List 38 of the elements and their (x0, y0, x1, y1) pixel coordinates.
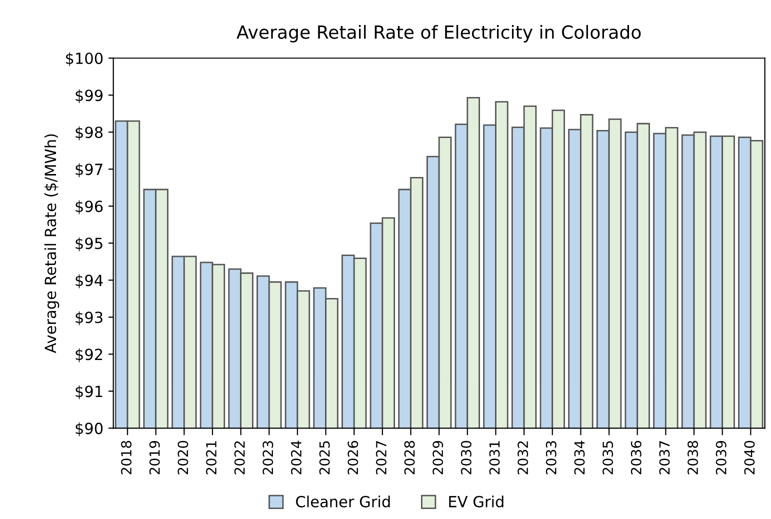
x-tick-label: 2030 (460, 440, 472, 474)
x-tick-label: 2038 (688, 440, 698, 474)
x-tick-label: 2039 (716, 440, 726, 474)
x-tick-label: 2023 (262, 441, 274, 474)
x-tick-label: 2025 (319, 441, 330, 474)
x-tick-label: 2036 (630, 440, 642, 474)
y-tick-label: $99 (76, 89, 103, 104)
y-tick-label: $90 (76, 422, 103, 436)
x-tick-label: 2024 (290, 440, 302, 474)
x-tick-label: 2018 (121, 440, 132, 474)
x-tick-label: 2040 (744, 440, 755, 474)
legend-label: EV Grid (449, 496, 504, 508)
x-tick-label: 2022 (234, 441, 245, 474)
y-tick-label: $91 (76, 385, 102, 400)
x-tick-label: 2020 (178, 440, 188, 474)
x-tick-label: 2035 (602, 441, 614, 474)
x-tick-label: 2037 (659, 441, 670, 474)
y-tick-label: $95 (76, 237, 102, 252)
x-tick-label: 2021 (206, 441, 217, 474)
y-tick-label: $96 (76, 200, 103, 214)
y-tick-label: $100 (66, 52, 103, 66)
x-tick-label: 2027 (376, 441, 386, 474)
y-tick-label: $98 (76, 126, 103, 140)
x-tick-label: 2028 (404, 440, 415, 474)
x-tick-label: 2032 (518, 441, 528, 474)
y-tick-label: $92 (76, 348, 102, 362)
y-tick-label: $94 (76, 274, 103, 288)
x-tick-label: 2019 (149, 440, 160, 474)
y-axis-title: Average Retail Rate ($/MWh) (44, 134, 60, 354)
x-tick-label: 2033 (546, 441, 556, 474)
chart-title: Average Retail Rate of Electricity in Colorado (236, 24, 641, 42)
x-tick-label: 2034 (574, 440, 585, 474)
x-tick-label: 2031 (489, 441, 500, 474)
y-tick-label: $93 (76, 311, 102, 326)
x-tick-label: 2029 (432, 440, 444, 474)
legend-label: Cleaner Grid (296, 496, 390, 508)
y-tick-label: $97 (76, 163, 102, 178)
x-tick-label: 2026 (348, 440, 358, 474)
